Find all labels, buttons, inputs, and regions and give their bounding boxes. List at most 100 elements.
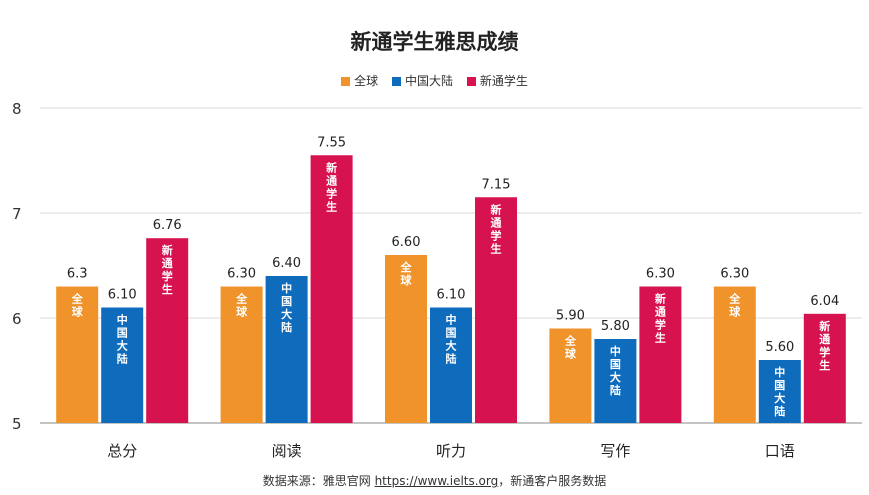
- bar: [803, 313, 846, 423]
- bar-series-label: 学: [819, 345, 830, 359]
- bar-series-label: 球: [236, 305, 248, 319]
- data-label: 7.55: [317, 135, 346, 150]
- bar-series-label: 大: [610, 370, 621, 384]
- data-label: 6.10: [437, 288, 466, 303]
- data-label: 5.90: [556, 309, 585, 324]
- bar-series-label: 通: [655, 306, 666, 319]
- bar-series-label: 新: [819, 319, 830, 333]
- bar-series-label: 球: [565, 347, 577, 361]
- x-tick-label: 写作: [600, 442, 630, 460]
- source-prefix: 数据来源：雅思官网: [262, 474, 375, 488]
- bar-series-label: 中: [774, 365, 785, 379]
- bar-series-label: 球: [72, 305, 84, 319]
- bar-series-label: 全: [235, 292, 248, 306]
- data-label: 6.10: [108, 288, 137, 303]
- bar: [385, 255, 427, 423]
- legend-item-xintong: 新通学生: [466, 72, 528, 89]
- bar-series-label: 新: [655, 292, 666, 306]
- x-tick-label: 总分: [107, 442, 137, 460]
- bar-series-label: 国: [446, 327, 457, 340]
- bar-series-label: 生: [819, 358, 830, 372]
- bar-series-label: 全: [728, 292, 741, 306]
- data-label: 6.30: [227, 267, 256, 282]
- bar: [265, 276, 308, 423]
- chart-title: 新通学生雅思成绩: [350, 30, 519, 54]
- legend-label-mainland: 中国大陆: [404, 74, 453, 88]
- bar-series-label: 生: [491, 241, 502, 255]
- bar-series-label: 学: [326, 186, 337, 200]
- data-label: 6.30: [720, 267, 749, 282]
- legend-label-global: 全球: [354, 74, 379, 88]
- data-label: 7.15: [482, 177, 511, 192]
- bar-series-label: 国: [774, 379, 785, 392]
- source-suffix: ，新通客户服务数据: [498, 474, 607, 488]
- bar: [430, 307, 472, 423]
- bar-series-label: 全: [400, 260, 413, 274]
- y-tick-label: 7: [12, 205, 22, 223]
- bar-series-label: 中: [117, 313, 128, 327]
- bar-series-label: 中: [281, 281, 292, 295]
- y-tick-label: 5: [12, 415, 22, 433]
- bar-series-label: 新: [162, 243, 173, 257]
- bar: [101, 307, 144, 423]
- bar-series-label: 大: [446, 339, 457, 353]
- bar-series-label: 新: [326, 160, 337, 174]
- data-label: 6.40: [272, 256, 301, 271]
- bar-series-label: 国: [610, 358, 621, 371]
- bar-series-label: 中: [446, 313, 457, 327]
- bar-series-label: 学: [491, 228, 502, 242]
- bar-series-label: 全: [71, 292, 84, 306]
- legend-swatch-mainland: [391, 77, 401, 86]
- bar-series-label: 通: [326, 174, 337, 187]
- data-label: 6.60: [392, 235, 421, 250]
- bar-series-label: 陆: [117, 352, 128, 366]
- bar: [310, 155, 353, 423]
- bar: [220, 286, 263, 423]
- data-label: 6.3: [67, 267, 88, 282]
- bar-series-label: 球: [729, 305, 741, 319]
- bar: [713, 286, 756, 423]
- bar-series-label: 全: [564, 334, 577, 348]
- bar-series-label: 大: [117, 339, 128, 353]
- bar-series-label: 生: [655, 331, 666, 345]
- bar-series-label: 陆: [774, 404, 785, 418]
- legend-label-xintong: 新通学生: [479, 74, 528, 88]
- source-note: 数据来源：雅思官网 https://www.ielts.org，新通客户服务数据: [0, 472, 869, 489]
- bar-series-label: 通: [162, 257, 173, 270]
- bar-series-label: 国: [117, 327, 128, 340]
- bar: [639, 286, 682, 423]
- bar: [549, 328, 592, 423]
- bar-series-label: 中: [610, 344, 621, 358]
- y-tick-label: 8: [12, 100, 22, 118]
- legend: 全球 中国大陆 新通学生: [0, 72, 869, 89]
- bar-series-label: 陆: [446, 352, 457, 366]
- bar-series-label: 陆: [610, 383, 621, 397]
- bar-series-label: 生: [326, 199, 337, 213]
- bar: [475, 197, 517, 423]
- y-tick-label: 6: [12, 310, 22, 328]
- data-label: 6.76: [153, 218, 182, 233]
- bar: [56, 286, 99, 423]
- bar-series-label: 国: [281, 295, 292, 308]
- bar-series-label: 新: [491, 202, 502, 216]
- bar-series-label: 通: [819, 333, 830, 346]
- bar-series-label: 学: [162, 269, 173, 283]
- bar: [758, 360, 801, 423]
- source-link[interactable]: https://www.ielts.org: [374, 474, 499, 488]
- bar-series-label: 大: [281, 307, 292, 321]
- bar: [594, 339, 637, 423]
- x-tick-label: 听力: [436, 442, 466, 460]
- legend-swatch-xintong: [466, 77, 476, 86]
- bar-series-label: 生: [162, 282, 173, 296]
- bar-series-label: 学: [655, 318, 666, 332]
- data-label: 6.30: [646, 267, 675, 282]
- bar-series-label: 大: [774, 391, 785, 405]
- legend-item-mainland: 中国大陆: [391, 72, 453, 89]
- legend-swatch-global: [341, 77, 351, 86]
- bar-series-label: 陆: [281, 320, 292, 334]
- data-label: 5.80: [601, 319, 630, 334]
- x-tick-label: 阅读: [272, 442, 302, 460]
- bar: [146, 238, 189, 423]
- bar-series-label: 通: [491, 216, 502, 229]
